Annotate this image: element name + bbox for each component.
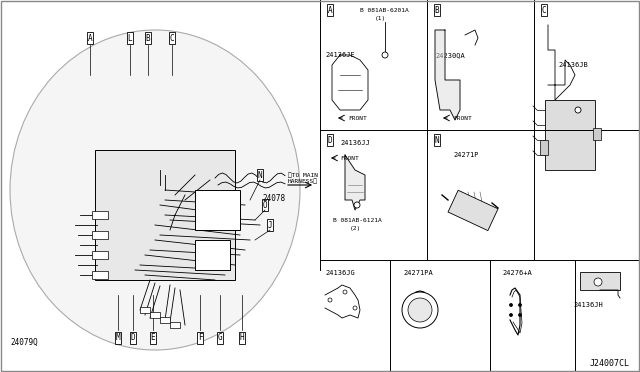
Text: B: B: [435, 6, 439, 15]
Circle shape: [328, 298, 332, 302]
Text: 24136JB: 24136JB: [558, 62, 588, 68]
Bar: [545, 100, 595, 170]
Text: N: N: [258, 170, 262, 180]
Polygon shape: [435, 30, 460, 120]
Text: 24078: 24078: [262, 193, 285, 202]
Text: N: N: [435, 135, 439, 144]
Text: 24230QA: 24230QA: [435, 52, 465, 58]
Circle shape: [519, 314, 521, 316]
Text: (1): (1): [375, 16, 387, 20]
Text: FRONT: FRONT: [348, 115, 367, 121]
Polygon shape: [345, 155, 365, 210]
Circle shape: [382, 52, 388, 58]
Circle shape: [594, 278, 602, 286]
Text: M: M: [116, 334, 120, 343]
Circle shape: [519, 304, 521, 306]
Text: FRONT: FRONT: [572, 115, 591, 121]
Circle shape: [510, 314, 512, 316]
Bar: [92, 211, 108, 219]
Bar: [580, 272, 620, 290]
Bar: [92, 231, 108, 239]
Text: 〈TO MAIN
HARNESS〉: 〈TO MAIN HARNESS〉: [288, 172, 318, 184]
Text: L: L: [128, 33, 132, 42]
Text: B: B: [146, 33, 150, 42]
Text: 24271P: 24271P: [453, 152, 479, 158]
Circle shape: [354, 202, 360, 208]
Text: 24271PA: 24271PA: [403, 270, 433, 276]
Text: D: D: [328, 135, 332, 144]
Bar: [150, 312, 160, 318]
Bar: [170, 322, 180, 328]
Text: 24136JJ: 24136JJ: [340, 140, 370, 146]
Circle shape: [408, 298, 432, 322]
Text: 24079Q: 24079Q: [10, 337, 38, 346]
Text: G: G: [218, 334, 222, 343]
Bar: [95, 150, 235, 280]
Text: 24136JH: 24136JH: [573, 302, 603, 308]
Text: 24276+A: 24276+A: [502, 270, 532, 276]
Circle shape: [402, 292, 438, 328]
Text: E: E: [150, 334, 156, 343]
Circle shape: [353, 306, 357, 310]
Bar: [540, 140, 548, 155]
Bar: [92, 271, 108, 279]
Ellipse shape: [10, 30, 300, 350]
Circle shape: [510, 304, 512, 306]
Bar: [160, 317, 170, 323]
Bar: [195, 240, 230, 270]
Text: F: F: [198, 334, 202, 343]
Text: C: C: [541, 6, 547, 15]
Text: FRONT: FRONT: [340, 155, 359, 160]
Circle shape: [575, 107, 581, 113]
Text: FRONT: FRONT: [453, 115, 472, 121]
Bar: [92, 251, 108, 259]
Bar: [593, 128, 601, 140]
Text: A: A: [328, 6, 332, 15]
Text: 24276M: 24276M: [544, 144, 570, 150]
Text: (2): (2): [350, 225, 361, 231]
Text: C: C: [170, 33, 174, 42]
Circle shape: [343, 290, 347, 294]
Bar: [140, 307, 150, 313]
Text: 24136JG: 24136JG: [325, 270, 355, 276]
Text: 24136JE: 24136JE: [325, 52, 355, 58]
Text: O: O: [262, 201, 268, 209]
Text: B 081AB-6201A: B 081AB-6201A: [360, 7, 409, 13]
Bar: [195, 190, 240, 230]
Text: J: J: [268, 221, 272, 230]
Text: D: D: [131, 334, 135, 343]
Text: H: H: [240, 334, 244, 343]
Text: A: A: [88, 33, 92, 42]
Text: J24007CL: J24007CL: [590, 359, 630, 368]
Text: B 081AB-6121A: B 081AB-6121A: [333, 218, 381, 222]
Bar: [448, 190, 498, 231]
